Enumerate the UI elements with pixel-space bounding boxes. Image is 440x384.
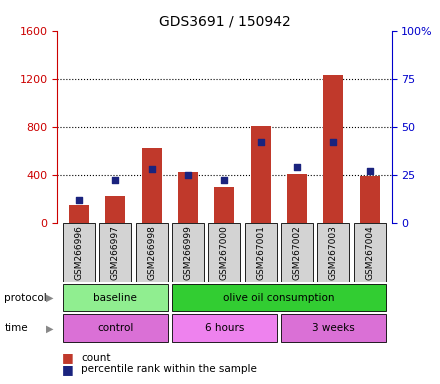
Point xyxy=(293,164,301,170)
Text: count: count xyxy=(81,353,111,363)
FancyBboxPatch shape xyxy=(354,223,386,281)
Text: control: control xyxy=(97,323,134,333)
FancyBboxPatch shape xyxy=(172,284,386,311)
FancyBboxPatch shape xyxy=(63,223,95,281)
Text: GSM267004: GSM267004 xyxy=(365,225,374,280)
FancyBboxPatch shape xyxy=(172,314,277,342)
FancyBboxPatch shape xyxy=(172,223,204,281)
Text: GSM266998: GSM266998 xyxy=(147,225,156,280)
FancyBboxPatch shape xyxy=(281,314,386,342)
Text: protocol: protocol xyxy=(4,293,47,303)
Bar xyxy=(287,174,307,223)
FancyBboxPatch shape xyxy=(245,223,277,281)
Bar xyxy=(323,75,344,223)
FancyBboxPatch shape xyxy=(281,223,313,281)
Bar xyxy=(178,172,198,223)
Text: olive oil consumption: olive oil consumption xyxy=(223,293,335,303)
FancyBboxPatch shape xyxy=(99,223,132,281)
FancyBboxPatch shape xyxy=(209,223,240,281)
Text: GSM267003: GSM267003 xyxy=(329,225,338,280)
Point xyxy=(221,177,228,184)
Text: GSM266997: GSM266997 xyxy=(111,225,120,280)
Text: percentile rank within the sample: percentile rank within the sample xyxy=(81,364,257,374)
Point xyxy=(184,172,191,178)
Text: ▶: ▶ xyxy=(46,293,54,303)
Bar xyxy=(251,126,271,223)
FancyBboxPatch shape xyxy=(136,223,168,281)
Point xyxy=(112,177,119,184)
FancyBboxPatch shape xyxy=(62,314,168,342)
Bar xyxy=(105,196,125,223)
Text: ▶: ▶ xyxy=(46,323,54,333)
Point xyxy=(148,166,155,172)
Point xyxy=(330,139,337,145)
Text: time: time xyxy=(4,323,28,333)
Bar xyxy=(142,148,162,223)
Point xyxy=(366,168,373,174)
Text: ■: ■ xyxy=(62,363,73,376)
Title: GDS3691 / 150942: GDS3691 / 150942 xyxy=(158,14,290,28)
FancyBboxPatch shape xyxy=(317,223,349,281)
Text: GSM266996: GSM266996 xyxy=(74,225,84,280)
Bar xyxy=(360,176,380,223)
Text: GSM267001: GSM267001 xyxy=(256,225,265,280)
Text: GSM266999: GSM266999 xyxy=(183,225,193,280)
FancyBboxPatch shape xyxy=(62,284,168,311)
Text: ■: ■ xyxy=(62,351,73,364)
Text: 3 weeks: 3 weeks xyxy=(312,323,355,333)
Point xyxy=(257,139,264,145)
Text: 6 hours: 6 hours xyxy=(205,323,244,333)
Text: GSM267000: GSM267000 xyxy=(220,225,229,280)
Point xyxy=(76,197,83,203)
Text: baseline: baseline xyxy=(93,293,137,303)
Bar xyxy=(214,187,235,223)
Bar xyxy=(69,205,89,223)
Text: GSM267002: GSM267002 xyxy=(293,225,301,280)
